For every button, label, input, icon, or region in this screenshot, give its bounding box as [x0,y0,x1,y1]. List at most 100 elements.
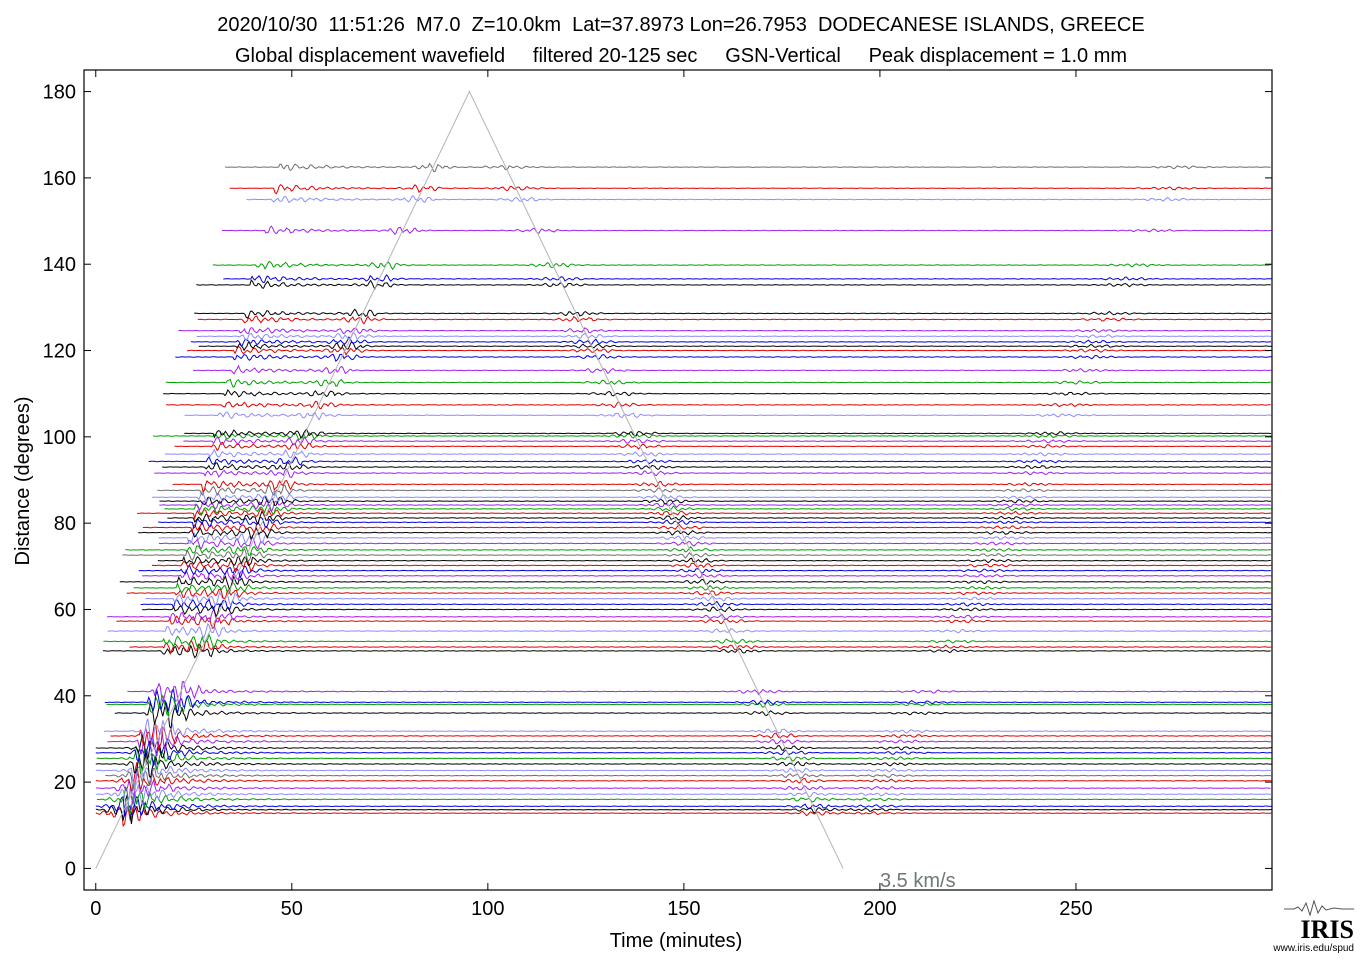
y-tick-label: 120 [43,341,76,363]
trace-81.2 [167,510,1271,525]
trace-115.4 [193,364,1272,375]
chart-title: 2020/10/30 11:51:26 M7.0 Z=10.0km Lat=37… [217,14,1145,36]
trace-55 [107,622,1272,639]
chart-subtitle: Global displacement wavefield filtered 2… [234,45,1128,67]
trace-94.3 [148,456,1272,466]
y-tick-label: 40 [54,686,76,708]
trace-20.3 [95,762,1272,792]
trace-24.2 [95,752,1272,779]
trace-63.8 [126,587,1272,600]
trace-75.3 [158,535,1272,550]
trace-87.6 [157,484,1272,497]
seismogram-logo-icon [1284,899,1354,917]
trace-127.2 [197,315,1271,325]
iris-logo-text: IRIS [1300,915,1354,944]
trace-51.3 [129,639,1272,655]
trace-96 [164,448,1271,459]
trace-41 [127,680,1272,706]
trace-50.4 [102,643,1271,659]
trace-124.6 [178,327,1272,335]
x-tick-label: 250 [1059,898,1092,920]
trace-82.3 [137,507,1273,520]
trace-123.3 [196,331,1272,341]
x-tick-label: 50 [281,898,303,920]
trace-118.5 [175,353,1272,362]
velocity-reference-label: 3.5 km/s [880,870,956,892]
trace-86 [152,490,1272,503]
x-axis-label: Time (minutes) [610,930,743,952]
trace-128.6 [194,308,1272,319]
x-tick-label: 0 [90,898,101,920]
trace-136.6 [223,274,1272,284]
trace-85.1 [159,495,1272,506]
trace-52.6 [103,632,1272,650]
trace-16 [96,786,1272,814]
trace-110 [163,388,1271,398]
trace-105 [184,411,1272,421]
trace-122 [190,336,1271,348]
trace-91.6 [154,468,1272,478]
trace-13.6 [95,794,1272,824]
y-tick-label: 80 [54,513,76,535]
trace-79 [142,521,1271,535]
x-tick-label: 200 [863,898,896,920]
trace-31.8 [103,718,1272,745]
trace-66.4 [119,575,1272,591]
y-tick-label: 60 [54,599,76,621]
trace-26.8 [95,740,1272,767]
y-tick-label: 20 [54,772,76,794]
trace-135.2 [196,279,1271,291]
trace-72.6 [122,547,1272,562]
y-tick-label: 160 [43,168,76,190]
trace-61.2 [140,598,1272,611]
trace-30.7 [110,722,1272,752]
trace-65 [133,581,1272,595]
y-tick-label: 180 [43,82,76,104]
iris-url: www.iris.edu/spud [1273,943,1354,954]
y-axis-ticks: 0 20 40 60 80 100 120 140 160 180 [43,82,1272,880]
y-tick-label: 0 [65,858,76,880]
trace-21.5 [105,766,1272,793]
trace-38 [106,694,1272,717]
trace-121 [198,341,1273,352]
trace-14.4 [95,795,1272,817]
trace-157.6 [229,184,1272,195]
trace-155 [246,195,1272,204]
y-tick-label: 140 [43,254,76,276]
trace-18.6 [96,773,1271,805]
trace-77.8 [138,526,1272,540]
trace-80.2 [158,516,1272,530]
x-axis-ticks: 0 50 100 150 200 250 [90,70,1093,920]
trace-73.8 [125,545,1272,556]
trace-12.8 [95,804,1272,828]
trace-162.5 [224,162,1271,173]
trace-112.6 [165,378,1272,388]
trace-57.3 [116,615,1272,629]
trace-139.8 [212,260,1271,271]
trace-29.4 [107,726,1272,757]
trace-83.3 [164,503,1272,517]
trace-27.9 [95,734,1272,765]
trace-89 [172,479,1272,492]
trace-22.7 [95,756,1272,788]
trace-38.5 [104,687,1272,714]
trace-100.2 [153,432,1272,441]
trace-36 [114,701,1272,730]
x-tick-label: 150 [667,898,700,920]
trace-76.6 [158,531,1272,544]
trace-97.8 [174,441,1272,452]
trace-70.2 [151,559,1272,574]
trace-99 [183,436,1272,446]
trace-58.3 [106,608,1271,624]
trace-107.4 [166,400,1271,410]
y-axis-label: Distance (degrees) [12,397,34,566]
trace-67.8 [142,568,1272,582]
trace-25.5 [96,745,1272,775]
velocity-reference-line [95,90,844,869]
trace-17.2 [95,784,1272,813]
trace-120 [186,346,1272,356]
trace-69 [138,564,1271,580]
trace-62.5 [145,590,1271,607]
seismogram-traces [95,162,1273,828]
